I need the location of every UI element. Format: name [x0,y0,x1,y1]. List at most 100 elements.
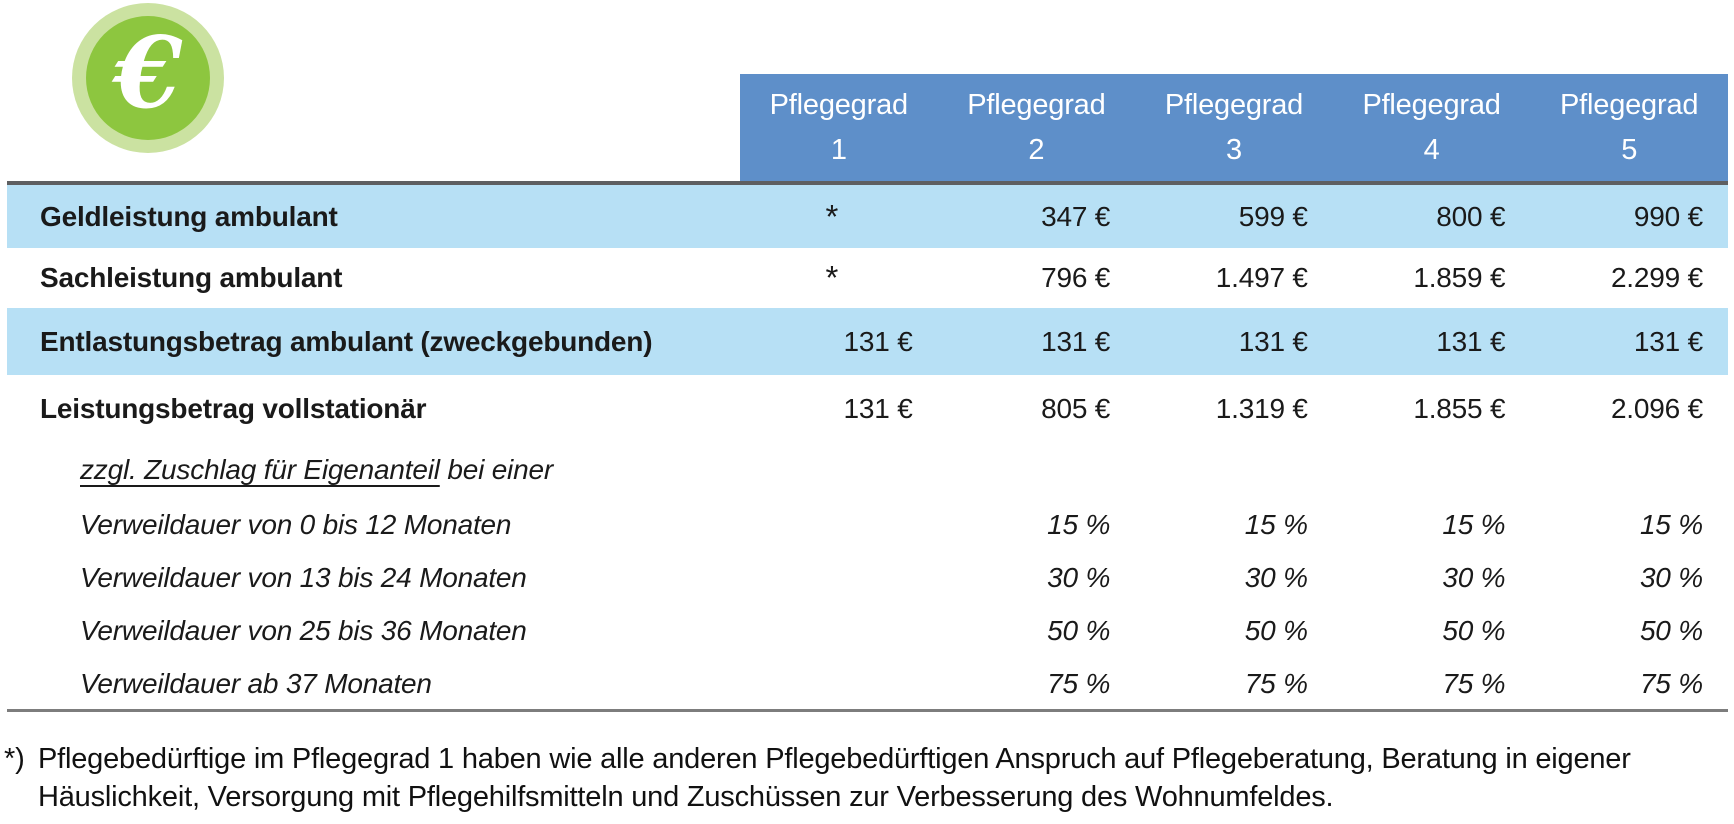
cell-pflegegrad-1: 131 € [740,308,938,375]
cell-pflegegrad-2: 30 % [938,551,1136,604]
cell-value: 1.859 € [1413,262,1506,293]
cell-value: 15 % [1047,508,1111,540]
cell-pflegegrad-5 [1530,442,1728,498]
cell-value: 990 € [1633,200,1703,232]
cell-pflegegrad-5: 131 € [1530,308,1728,375]
cell-pflegegrad-4: 1.855 € [1333,375,1531,442]
header-col-pflegegrad-5: Pflegegrad 5 [1530,74,1728,181]
table-bottom-divider [7,709,1728,712]
row-label-text: Verweildauer von 0 bis 12 Monaten [80,508,512,540]
row-label: Verweildauer von 0 bis 12 Monaten [0,498,740,551]
cell-pflegegrad-1 [740,498,938,551]
cell-value: 50 % [1244,614,1308,646]
header-col-pflegegrad-4: Pflegegrad 4 [1333,74,1531,181]
row-label: zzgl. Zuschlag für Eigenanteil bei einer [0,442,740,498]
cell-pflegegrad-4: 1.859 € [1333,248,1531,308]
cell-value: 75 % [1244,667,1308,699]
row-label: Entlastungsbetrag ambulant (zweckgebunde… [0,308,740,375]
row-label-underlined: zzgl. Zuschlag für Eigenanteil [80,454,440,485]
cell-value: * [825,259,839,296]
cell-pflegegrad-2: 50 % [938,604,1136,657]
footnote: *) Pflegebedürftige im Pflegegrad 1 habe… [4,740,1631,816]
header-col-title: Pflegegrad [769,88,908,121]
header-col-pflegegrad-3: Pflegegrad 3 [1135,74,1333,181]
table-row-sachleistung-ambulant: Sachleistung ambulant * 796 € 1.497 € 1.… [0,248,1734,308]
cell-pflegegrad-5: 2.096 € [1530,375,1728,442]
cell-pflegegrad-2: 15 % [938,498,1136,551]
table-row-leistungsbetrag-vollstationaer: Leistungsbetrag vollstationär 131 € 805 … [0,375,1734,442]
cell-pflegegrad-3: 1.319 € [1135,375,1333,442]
cell-pflegegrad-1: * [740,248,938,308]
header-col-title: Pflegegrad [1362,88,1501,121]
header-col-grade: 3 [1226,133,1242,166]
cell-pflegegrad-3: 75 % [1135,657,1333,710]
row-label-text: Geldleistung ambulant [40,200,338,232]
cell-pflegegrad-5: 75 % [1530,657,1728,710]
header-col-pflegegrad-2: Pflegegrad 2 [938,74,1136,181]
row-label-text: Leistungsbetrag vollstationär [40,392,427,424]
cell-pflegegrad-4: 75 % [1333,657,1531,710]
cell-pflegegrad-4: 131 € [1333,308,1531,375]
cell-pflegegrad-3: 1.497 € [1135,248,1333,308]
row-label-text: Sachleistung ambulant [40,262,343,293]
cell-value: 2.299 € [1610,262,1703,293]
row-label-text: Verweildauer von 13 bis 24 Monaten [80,561,527,593]
row-label: Verweildauer von 25 bis 36 Monaten [0,604,740,657]
cell-pflegegrad-2: 796 € [938,248,1136,308]
cell-value: 2.096 € [1610,392,1703,424]
table-top-divider [7,181,1728,185]
cell-value: 75 % [1639,667,1703,699]
cell-value: 131 € [1633,325,1703,357]
footnote-text: Pflegebedürftige im Pflegegrad 1 haben w… [38,740,1631,816]
cell-value: 30 % [1639,561,1703,593]
footnote-line-1: Pflegebedürftige im Pflegegrad 1 haben w… [38,743,1631,775]
cell-pflegegrad-2: 75 % [938,657,1136,710]
header-col-title: Pflegegrad [1164,88,1304,121]
cell-value: 30 % [1047,561,1111,593]
table-row-zuschlag-eigenanteil: zzgl. Zuschlag für Eigenanteil bei einer [0,442,1734,498]
cell-value: 15 % [1639,508,1703,540]
table-row-verweildauer-ab-37: Verweildauer ab 37 Monaten 75 % 75 % 75 … [0,657,1734,710]
pflegegrad-header-row: Pflegegrad 1 Pflegegrad 2 Pflegegrad 3 P… [740,74,1728,181]
cell-pflegegrad-3: 15 % [1135,498,1333,551]
cell-value: 50 % [1442,614,1506,646]
cell-value: 131 € [1041,325,1111,357]
cell-value: 805 € [1041,392,1111,424]
cell-value: 131 € [843,392,913,424]
euro-icon-inner-circle: € [86,16,210,140]
cell-value: 30 % [1244,561,1308,593]
table-row-geldleistung-ambulant: Geldleistung ambulant * 347 € 599 € 800 … [0,185,1734,248]
cell-value: 50 % [1047,614,1111,646]
cell-pflegegrad-5: 990 € [1530,185,1728,248]
cell-value: 15 % [1244,508,1308,540]
cell-pflegegrad-3: 30 % [1135,551,1333,604]
cell-value: 1.855 € [1413,392,1506,424]
cell-pflegegrad-3 [1135,442,1333,498]
cell-pflegegrad-5: 30 % [1530,551,1728,604]
benefits-table: Geldleistung ambulant * 347 € 599 € 800 … [0,185,1734,710]
cell-pflegegrad-4: 800 € [1333,185,1531,248]
cell-pflegegrad-4: 30 % [1333,551,1531,604]
cell-pflegegrad-2 [938,442,1136,498]
cell-value: 1.319 € [1215,392,1308,424]
row-label-text: Verweildauer ab 37 Monaten [80,667,432,699]
header-col-grade: 1 [830,133,847,166]
row-label-text: Entlastungsbetrag ambulant (zweckgebunde… [40,325,653,357]
table-row-entlastungsbetrag-ambulant: Entlastungsbetrag ambulant (zweckgebunde… [0,308,1734,375]
row-label-rest: bei einer [439,454,553,485]
header-col-title: Pflegegrad [1560,88,1699,121]
header-col-title: Pflegegrad [967,88,1106,121]
table-row-verweildauer-0-12: Verweildauer von 0 bis 12 Monaten 15 % 1… [0,498,1734,551]
row-label-text: Verweildauer von 25 bis 36 Monaten [80,614,527,646]
cell-value: 75 % [1047,667,1111,699]
row-label: Verweildauer ab 37 Monaten [0,657,740,710]
cell-value: 75 % [1442,667,1506,699]
cell-value: 1.497 € [1215,262,1308,293]
cell-value: 131 € [843,325,913,357]
euro-symbol: € [114,15,182,131]
cell-pflegegrad-4 [1333,442,1531,498]
cell-value: 50 % [1639,614,1703,646]
cell-pflegegrad-1 [740,551,938,604]
row-label: Geldleistung ambulant [0,185,740,248]
